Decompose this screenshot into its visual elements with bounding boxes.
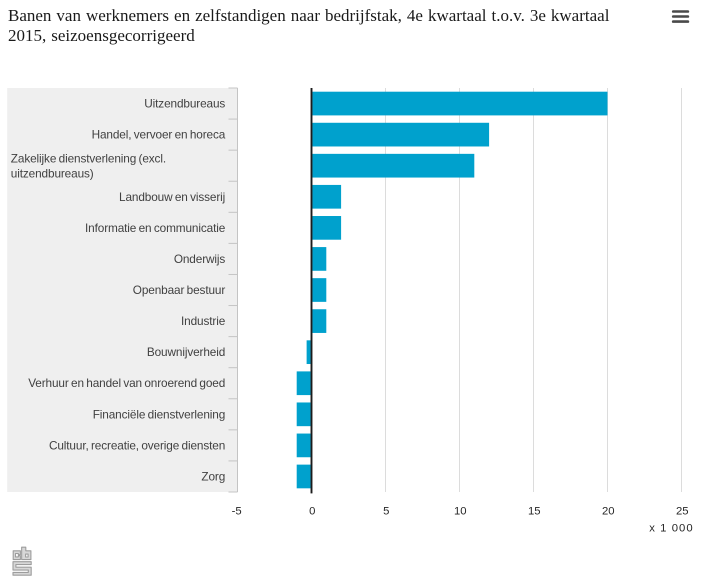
svg-text:20: 20: [602, 505, 615, 517]
svg-text:Openbaar bestuur: Openbaar bestuur: [133, 283, 226, 297]
svg-text:Handel, vervoer en horeca: Handel, vervoer en horeca: [92, 128, 226, 142]
svg-text:Informatie en communicatie: Informatie en communicatie: [85, 221, 226, 235]
svg-text:Landbouw en visserij: Landbouw en visserij: [119, 190, 225, 204]
svg-text:Zorg: Zorg: [201, 469, 225, 483]
svg-text:Industrie: Industrie: [181, 314, 226, 328]
svg-text:Financiële dienstverlening: Financiële dienstverlening: [93, 407, 225, 421]
svg-text:5: 5: [383, 505, 389, 517]
svg-text:Onderwijs: Onderwijs: [174, 252, 226, 266]
svg-text:10: 10: [454, 505, 467, 517]
svg-text:0: 0: [309, 505, 315, 517]
svg-text:Cultuur, recreatie, overige di: Cultuur, recreatie, overige diensten: [49, 438, 225, 452]
svg-text:-5: -5: [232, 505, 242, 517]
svg-text:Zakelijke dienstverlening (exc: Zakelijke dienstverlening (excl.: [11, 151, 166, 165]
svg-text:Uitzendbureaus: Uitzendbureaus: [144, 97, 225, 111]
svg-text:Verhuur en handel van onroeren: Verhuur en handel van onroerend goed: [28, 376, 225, 390]
svg-text:Bouwnijverheid: Bouwnijverheid: [147, 345, 225, 359]
svg-text:25: 25: [676, 505, 689, 517]
svg-text:x 1 000: x 1 000: [649, 523, 693, 535]
svg-text:uitzendbureaus): uitzendbureaus): [11, 166, 94, 180]
svg-text:15: 15: [528, 505, 541, 517]
